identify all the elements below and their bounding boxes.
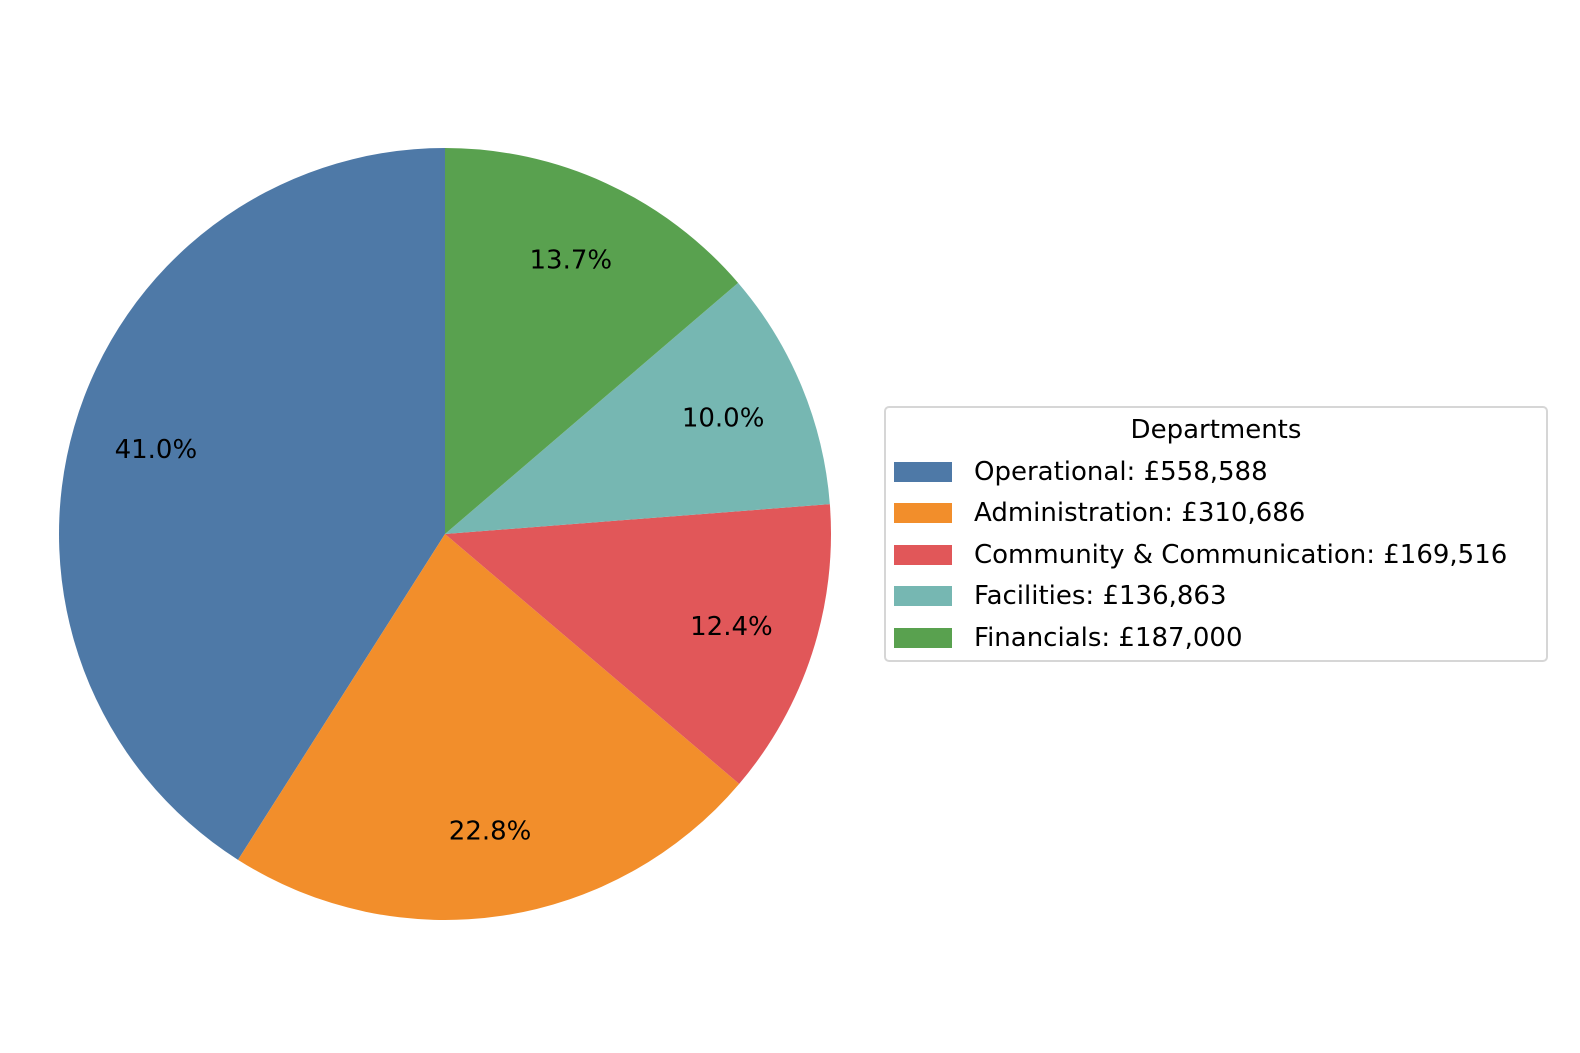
pie-percent-label: 41.0% xyxy=(115,435,198,465)
legend-item-community-communication: Community & Communication: £169,516 xyxy=(894,539,1507,571)
pie-percent-label: 10.0% xyxy=(682,404,765,434)
legend: Departments Operational: £558,588 Admini… xyxy=(884,406,1548,662)
legend-swatch-administration xyxy=(894,503,952,523)
legend-item-operational: Operational: £558,588 xyxy=(894,456,1268,488)
pie-slice-operational xyxy=(59,148,446,860)
pie-slice-facilities xyxy=(445,282,830,534)
legend-item-administration: Administration: £310,686 xyxy=(894,497,1305,529)
legend-title: Departments xyxy=(1130,415,1302,445)
legend-label: Community & Communication: £169,516 xyxy=(974,540,1508,570)
pie-slice-financials xyxy=(445,148,739,534)
pie-slice-administration xyxy=(238,534,740,921)
pie-percent-labels: 41.0% 22.8% 12.4% 10.0% 13.7% xyxy=(115,245,773,846)
legend-label: Administration: £310,686 xyxy=(974,498,1306,528)
pie-slices xyxy=(59,148,831,921)
pie-percent-label: 22.8% xyxy=(449,817,532,847)
pie-percent-label: 12.4% xyxy=(690,612,773,642)
legend-item-financials: Financials: £187,000 xyxy=(894,622,1242,654)
legend-swatch-community-communication xyxy=(894,545,952,565)
legend-label: Facilities: £136,863 xyxy=(974,581,1227,611)
legend-label: Financials: £187,000 xyxy=(974,623,1243,653)
legend-label: Operational: £558,588 xyxy=(974,457,1268,487)
pie-percent-label: 13.7% xyxy=(530,245,613,275)
pie-slice-community-communication xyxy=(445,504,831,784)
legend-swatch-financials xyxy=(894,628,952,648)
legend-item-facilities: Facilities: £136,863 xyxy=(894,580,1227,612)
legend-swatch-operational xyxy=(894,462,952,482)
legend-swatch-facilities xyxy=(894,586,952,606)
